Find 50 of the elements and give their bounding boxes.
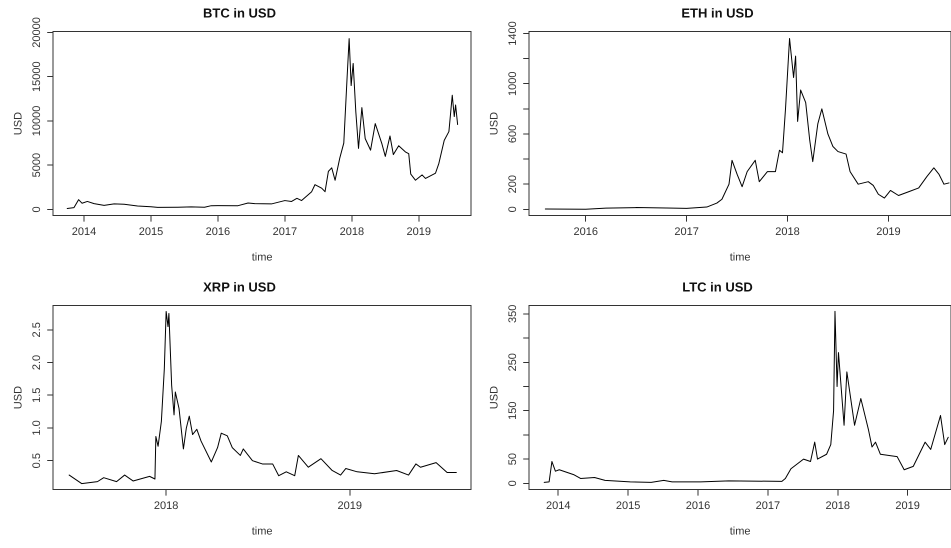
x-tick-label: 2018 (340, 226, 364, 238)
y-tick-label: 15000 (31, 61, 44, 92)
y-tick-label: 0.5 (31, 453, 44, 468)
y-tick-label: 1.0 (31, 420, 44, 436)
y-tick-label: 350 (507, 304, 520, 324)
y-tick-label: 2.0 (31, 354, 44, 370)
x-tick-label: 2015 (616, 500, 640, 512)
x-tick-label: 2014 (546, 500, 570, 512)
x-tick-label: 2016 (206, 226, 230, 238)
y-tick-label: 50 (507, 452, 520, 466)
y-tick-label: 20000 (31, 17, 44, 48)
chart-title: LTC in USD (682, 279, 753, 294)
x-axis-title: time (252, 251, 272, 264)
x-tick-label: 2016 (686, 500, 710, 512)
y-tick-label: 0 (31, 206, 44, 212)
y-tick-label: 2.5 (31, 322, 44, 338)
x-tick-label: 2018 (154, 500, 178, 512)
y-tick-label: 250 (507, 353, 520, 372)
x-tick-label: 2019 (338, 500, 362, 512)
x-tick-label: 2019 (406, 226, 432, 238)
x-tick-label: 2016 (573, 226, 598, 238)
y-tick-label: 10000 (31, 106, 44, 136)
y-tick-label: 0 (507, 480, 520, 486)
y-tick-label: 200 (507, 175, 520, 194)
chart-title: XRP in USD (203, 279, 276, 294)
y-tick-label: 0 (507, 206, 520, 212)
x-tick-label: 2014 (72, 226, 96, 238)
x-tick-label: 2017 (272, 226, 298, 238)
chart-title: ETH in USD (681, 5, 754, 20)
x-tick-label: 2017 (756, 500, 780, 512)
x-axis-title: time (730, 251, 750, 264)
x-tick-label: 2017 (674, 226, 699, 238)
x-axis-title: time (252, 525, 272, 538)
x-tick-label: 2019 (895, 500, 920, 512)
x-tick-label: 2018 (775, 226, 800, 238)
y-axis-title: USD (488, 386, 501, 410)
y-tick-label: 5000 (31, 152, 44, 178)
y-tick-label: 600 (507, 124, 520, 144)
y-axis-title: USD (488, 112, 501, 136)
x-axis-title: time (730, 525, 750, 538)
x-tick-label: 2015 (138, 226, 164, 238)
x-tick-label: 2018 (826, 500, 850, 512)
chart-title: BTC in USD (203, 5, 276, 20)
y-axis-title: USD (12, 386, 25, 410)
y-tick-label: 150 (507, 401, 520, 420)
y-tick-label: 1.5 (31, 388, 44, 403)
y-tick-label: 1000 (507, 71, 520, 96)
x-tick-label: 2019 (876, 226, 901, 238)
y-axis-title: USD (12, 112, 25, 136)
y-tick-label: 1400 (507, 21, 520, 46)
